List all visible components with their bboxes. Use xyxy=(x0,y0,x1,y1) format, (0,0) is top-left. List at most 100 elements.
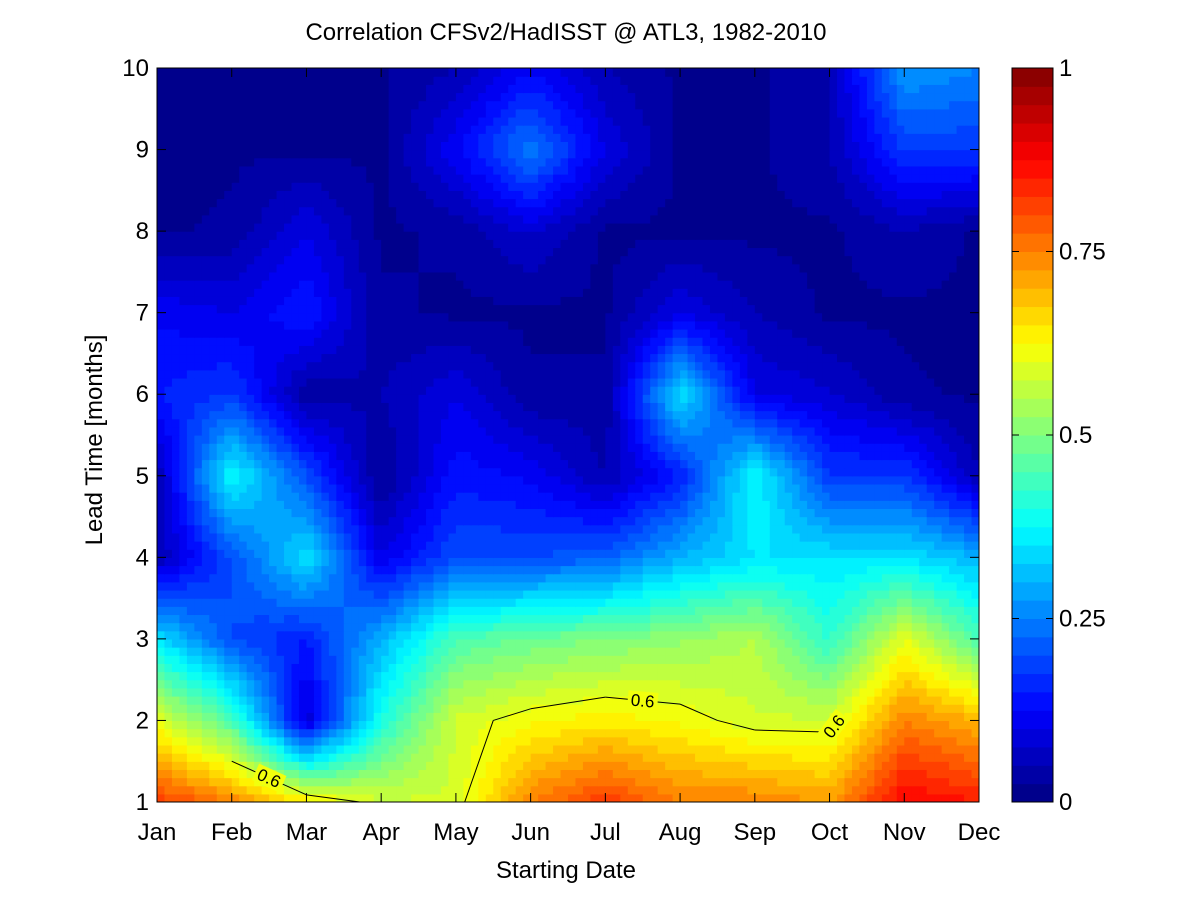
heat-cell xyxy=(739,777,748,787)
heat-cell xyxy=(463,622,472,632)
heat-cell xyxy=(732,475,741,485)
heat-cell xyxy=(822,524,831,534)
heat-cell xyxy=(209,785,218,795)
heat-cell xyxy=(896,508,905,518)
heat-cell xyxy=(485,598,494,607)
heat-cell xyxy=(597,524,606,534)
heat-cell xyxy=(792,459,801,469)
heat-cell xyxy=(493,508,502,518)
heat-cell xyxy=(949,687,958,697)
heat-cell xyxy=(717,777,726,787)
heat-cell xyxy=(440,777,450,787)
heat-cell xyxy=(971,565,979,575)
heat-cell xyxy=(680,500,689,509)
heat-cell xyxy=(388,655,397,664)
heat-cell xyxy=(709,573,719,583)
heat-cell xyxy=(463,687,472,697)
heat-cell xyxy=(411,549,420,558)
heat-cell xyxy=(298,793,308,802)
heat-cell xyxy=(926,492,935,501)
heat-cell xyxy=(866,761,875,770)
heat-cell xyxy=(194,573,203,583)
heat-cell xyxy=(739,532,748,542)
heat-cell xyxy=(269,500,278,509)
heat-cell xyxy=(777,720,786,730)
heat-cell xyxy=(807,638,816,648)
heat-cell xyxy=(261,638,270,648)
heat-cell xyxy=(470,793,479,802)
heat-cell xyxy=(620,744,629,754)
heat-cell xyxy=(284,549,293,558)
heat-cell xyxy=(448,753,457,762)
heat-cell xyxy=(493,451,502,461)
heat-cell xyxy=(605,435,614,444)
heat-cell xyxy=(814,687,823,697)
heat-cell xyxy=(732,687,741,697)
heat-cell xyxy=(381,663,390,673)
heat-cell xyxy=(157,622,166,632)
heat-cell xyxy=(343,663,352,673)
heat-cell xyxy=(695,728,704,738)
heat-cell xyxy=(911,728,920,738)
heat-cell xyxy=(179,508,188,518)
heat-cell xyxy=(620,761,629,770)
heat-cell xyxy=(440,744,450,754)
heat-cell xyxy=(381,630,390,640)
heat-cell xyxy=(381,761,390,770)
heat-cell xyxy=(530,541,539,550)
heat-cell xyxy=(851,728,861,738)
heat-cell xyxy=(575,532,584,542)
heat-cell xyxy=(568,695,577,705)
heat-cell xyxy=(254,549,263,558)
heat-cell xyxy=(418,565,427,575)
heat-cell xyxy=(934,589,943,599)
heat-cell xyxy=(949,704,958,713)
heat-cell xyxy=(538,516,547,526)
heat-cell xyxy=(418,736,427,746)
heat-cell xyxy=(246,679,255,689)
heat-cell xyxy=(896,777,905,787)
heat-cell xyxy=(403,736,412,746)
heat-cell xyxy=(926,589,935,599)
heat-cell xyxy=(179,793,188,802)
heat-cell xyxy=(851,516,861,526)
heat-cell xyxy=(553,720,562,730)
heat-cell xyxy=(254,720,263,730)
heat-cell xyxy=(762,647,771,656)
heat-cell xyxy=(284,565,293,575)
heat-cell xyxy=(568,598,577,607)
heat-cell xyxy=(455,573,464,583)
heat-cell xyxy=(844,647,853,656)
heat-cell xyxy=(829,549,838,558)
heat-cell xyxy=(171,532,181,542)
heat-cell xyxy=(582,581,592,591)
heat-cell xyxy=(403,769,412,779)
heat-cell xyxy=(261,557,270,567)
heat-cell xyxy=(396,589,405,599)
heat-cell xyxy=(650,720,659,730)
heat-cell xyxy=(844,630,853,640)
heat-cell xyxy=(680,573,689,583)
heat-cell xyxy=(448,728,457,738)
heat-cell xyxy=(590,704,599,713)
heat-cell xyxy=(792,492,801,501)
heat-cell xyxy=(799,655,808,664)
heat-cell xyxy=(298,532,308,542)
heat-cell xyxy=(687,793,696,802)
heat-cell xyxy=(500,492,509,501)
heat-cell xyxy=(463,793,472,802)
heat-cell xyxy=(934,638,943,648)
heat-cell xyxy=(949,606,958,616)
heat-cell xyxy=(440,720,450,730)
heat-cell xyxy=(201,793,210,802)
heat-cell xyxy=(321,589,330,599)
heat-cell xyxy=(381,720,390,730)
heat-cell xyxy=(508,549,517,558)
heat-cell xyxy=(949,516,958,526)
heat-cell xyxy=(171,614,181,624)
heat-cell xyxy=(896,785,905,795)
heat-cell xyxy=(687,492,696,501)
heat-cell xyxy=(956,524,965,534)
heat-cell xyxy=(904,589,913,599)
heat-cell xyxy=(822,581,831,591)
